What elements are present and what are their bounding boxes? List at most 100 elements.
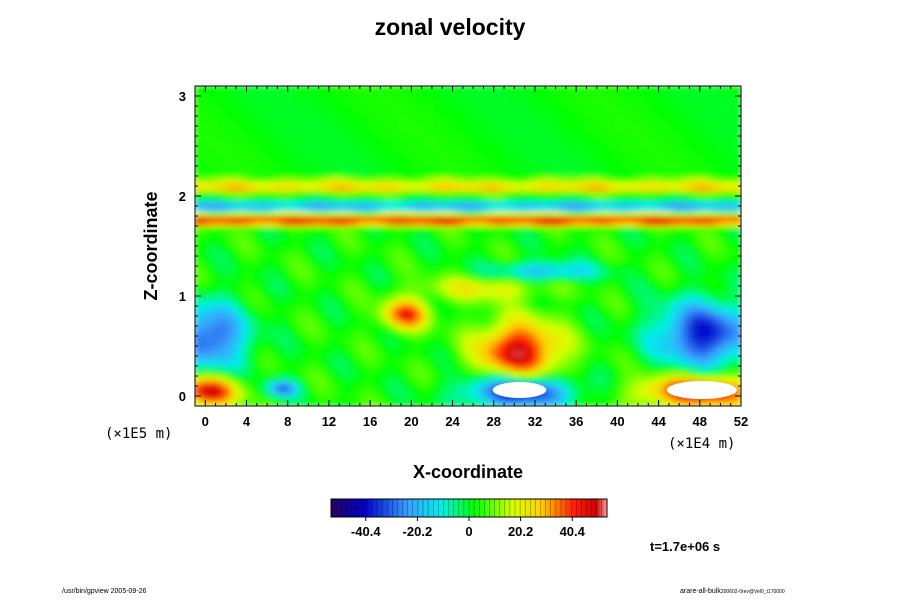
field-cell bbox=[368, 365, 376, 372]
field-cell bbox=[482, 150, 490, 157]
field-cell bbox=[584, 275, 592, 282]
field-cell bbox=[374, 95, 382, 102]
field-cell bbox=[494, 150, 502, 157]
field-cell bbox=[494, 370, 502, 377]
field-cell bbox=[620, 360, 628, 367]
field-cell bbox=[380, 135, 388, 142]
field-cell bbox=[608, 225, 616, 232]
field-cell bbox=[374, 115, 382, 122]
field-cell bbox=[326, 350, 334, 357]
field-cell bbox=[578, 345, 586, 352]
field-cell bbox=[272, 150, 280, 157]
field-cell bbox=[278, 180, 286, 187]
field-cell bbox=[590, 285, 598, 292]
field-cell bbox=[422, 125, 430, 132]
field-cell bbox=[272, 240, 280, 247]
field-cell bbox=[410, 230, 418, 237]
field-cell bbox=[500, 190, 508, 197]
field-cell bbox=[584, 285, 592, 292]
field-cell bbox=[386, 345, 394, 352]
field-cell bbox=[440, 235, 448, 242]
field-cell bbox=[290, 200, 298, 207]
field-cell bbox=[602, 385, 610, 392]
field-cell bbox=[446, 190, 454, 197]
field-cell bbox=[602, 285, 610, 292]
field-cell bbox=[218, 255, 226, 262]
field-cell bbox=[392, 240, 400, 247]
field-cell bbox=[620, 100, 628, 107]
field-cell bbox=[392, 360, 400, 367]
field-cell bbox=[272, 265, 280, 272]
field-cell bbox=[248, 285, 256, 292]
field-cell bbox=[620, 170, 628, 177]
field-cell bbox=[362, 265, 370, 272]
field-cell bbox=[200, 165, 208, 172]
field-cell bbox=[392, 165, 400, 172]
field-cell bbox=[590, 160, 598, 167]
field-cell bbox=[308, 86, 316, 92]
field-cell bbox=[626, 105, 634, 112]
field-cell bbox=[608, 320, 616, 327]
field-cell bbox=[314, 190, 322, 197]
field-cell bbox=[464, 180, 472, 187]
field-cell bbox=[620, 350, 628, 357]
field-cell bbox=[290, 205, 298, 212]
field-cell bbox=[596, 130, 604, 137]
field-cell bbox=[440, 335, 448, 342]
field-cell bbox=[644, 185, 652, 192]
field-cell bbox=[458, 310, 466, 317]
field-cell bbox=[236, 400, 244, 406]
field-cell bbox=[224, 145, 232, 152]
field-cell bbox=[195, 220, 202, 227]
field-cell bbox=[482, 130, 490, 137]
field-cell bbox=[416, 110, 424, 117]
field-cell bbox=[524, 160, 532, 167]
field-cell bbox=[626, 375, 634, 382]
field-cell bbox=[542, 205, 550, 212]
velocity-field bbox=[195, 86, 741, 406]
field-cell bbox=[260, 150, 268, 157]
field-cell bbox=[212, 255, 220, 262]
field-cell bbox=[254, 185, 262, 192]
field-cell bbox=[446, 345, 454, 352]
field-cell bbox=[494, 330, 502, 337]
field-cell bbox=[302, 215, 310, 222]
field-cell bbox=[326, 130, 334, 137]
field-cell bbox=[356, 190, 364, 197]
field-cell bbox=[530, 240, 538, 247]
field-cell bbox=[488, 90, 496, 97]
field-cell bbox=[338, 340, 346, 347]
field-cell bbox=[200, 360, 208, 367]
field-cell bbox=[446, 245, 454, 252]
field-cell bbox=[542, 115, 550, 122]
field-cell bbox=[638, 86, 646, 92]
field-cell bbox=[195, 175, 202, 182]
field-cell bbox=[326, 235, 334, 242]
field-cell bbox=[320, 310, 328, 317]
field-cell bbox=[440, 325, 448, 332]
field-cell bbox=[410, 335, 418, 342]
field-cell bbox=[320, 190, 328, 197]
field-cell bbox=[398, 170, 406, 177]
field-cell bbox=[572, 250, 580, 257]
field-cell bbox=[506, 345, 514, 352]
field-cell bbox=[482, 180, 490, 187]
field-cell bbox=[302, 190, 310, 197]
field-cell bbox=[458, 355, 466, 362]
field-cell bbox=[428, 140, 436, 147]
field-cell bbox=[344, 320, 352, 327]
field-cell bbox=[356, 115, 364, 122]
field-cell bbox=[446, 355, 454, 362]
field-cell bbox=[314, 90, 322, 97]
field-cell bbox=[554, 190, 562, 197]
field-cell bbox=[290, 245, 298, 252]
field-cell bbox=[206, 165, 214, 172]
field-cell bbox=[434, 160, 442, 167]
field-cell bbox=[554, 175, 562, 182]
field-cell bbox=[470, 380, 478, 387]
field-cell bbox=[302, 145, 310, 152]
field-cell bbox=[512, 190, 520, 197]
field-cell bbox=[326, 335, 334, 342]
field-cell bbox=[518, 310, 526, 317]
field-cell bbox=[242, 335, 250, 342]
